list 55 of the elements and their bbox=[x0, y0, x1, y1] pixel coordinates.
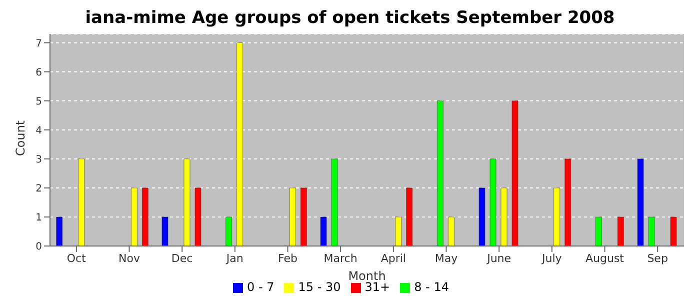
bar bbox=[142, 188, 148, 246]
x-axis-title: Month bbox=[348, 269, 386, 283]
bar bbox=[648, 216, 655, 246]
bar bbox=[331, 158, 338, 246]
bar bbox=[490, 158, 496, 246]
y-tick-label: 3 bbox=[36, 154, 42, 166]
bar bbox=[162, 216, 168, 246]
y-tick-label: 2 bbox=[36, 183, 42, 194]
legend-label: 31+ bbox=[364, 280, 390, 294]
bar bbox=[478, 188, 486, 246]
legend-label: 0 - 7 bbox=[247, 280, 274, 294]
bar bbox=[184, 158, 190, 246]
bar bbox=[300, 188, 307, 246]
bar bbox=[618, 216, 624, 246]
x-tick-label: Sep bbox=[647, 252, 668, 265]
x-tick-label: June bbox=[486, 252, 512, 265]
x-tick-label: Dec bbox=[171, 252, 193, 265]
bar bbox=[437, 100, 444, 246]
bar bbox=[226, 216, 232, 246]
x-tick-label: Nov bbox=[118, 252, 140, 265]
bar bbox=[395, 216, 402, 246]
bar bbox=[320, 216, 327, 246]
bar bbox=[670, 216, 677, 246]
y-tick-label: 5 bbox=[36, 96, 42, 108]
legend-label: 8 - 14 bbox=[414, 280, 449, 294]
bar bbox=[56, 216, 62, 246]
x-tick-label: May bbox=[434, 252, 458, 265]
legend-label: 15 - 30 bbox=[298, 280, 341, 294]
y-tick-label: 6 bbox=[36, 67, 42, 78]
bar bbox=[406, 188, 412, 246]
bar bbox=[637, 158, 644, 246]
bar bbox=[500, 188, 508, 246]
x-tick-label: July bbox=[541, 252, 562, 265]
y-tick-label: 7 bbox=[36, 38, 42, 50]
bar bbox=[290, 188, 296, 246]
y-tick-label: 4 bbox=[36, 125, 42, 136]
x-tick-label: Oct bbox=[66, 252, 87, 265]
x-tick-label: March bbox=[324, 252, 358, 265]
y-axis-title: Count bbox=[13, 120, 28, 156]
bar bbox=[512, 100, 518, 246]
bar bbox=[564, 158, 571, 246]
bar bbox=[194, 188, 202, 246]
y-tick-label: 1 bbox=[36, 212, 42, 224]
x-tick-label: August bbox=[586, 252, 625, 265]
y-tick-label: 0 bbox=[36, 242, 42, 253]
bar bbox=[236, 42, 243, 246]
bar bbox=[448, 216, 454, 246]
chart-title: iana-mime Age groups of open tickets September 2008 bbox=[84, 8, 616, 30]
bar bbox=[596, 216, 602, 246]
bar bbox=[131, 188, 138, 246]
x-tick-label: Jan bbox=[225, 252, 244, 265]
x-tick-label: Feb bbox=[278, 252, 298, 265]
bar bbox=[554, 188, 560, 246]
bar bbox=[78, 158, 84, 246]
x-tick-label: April bbox=[380, 252, 406, 265]
